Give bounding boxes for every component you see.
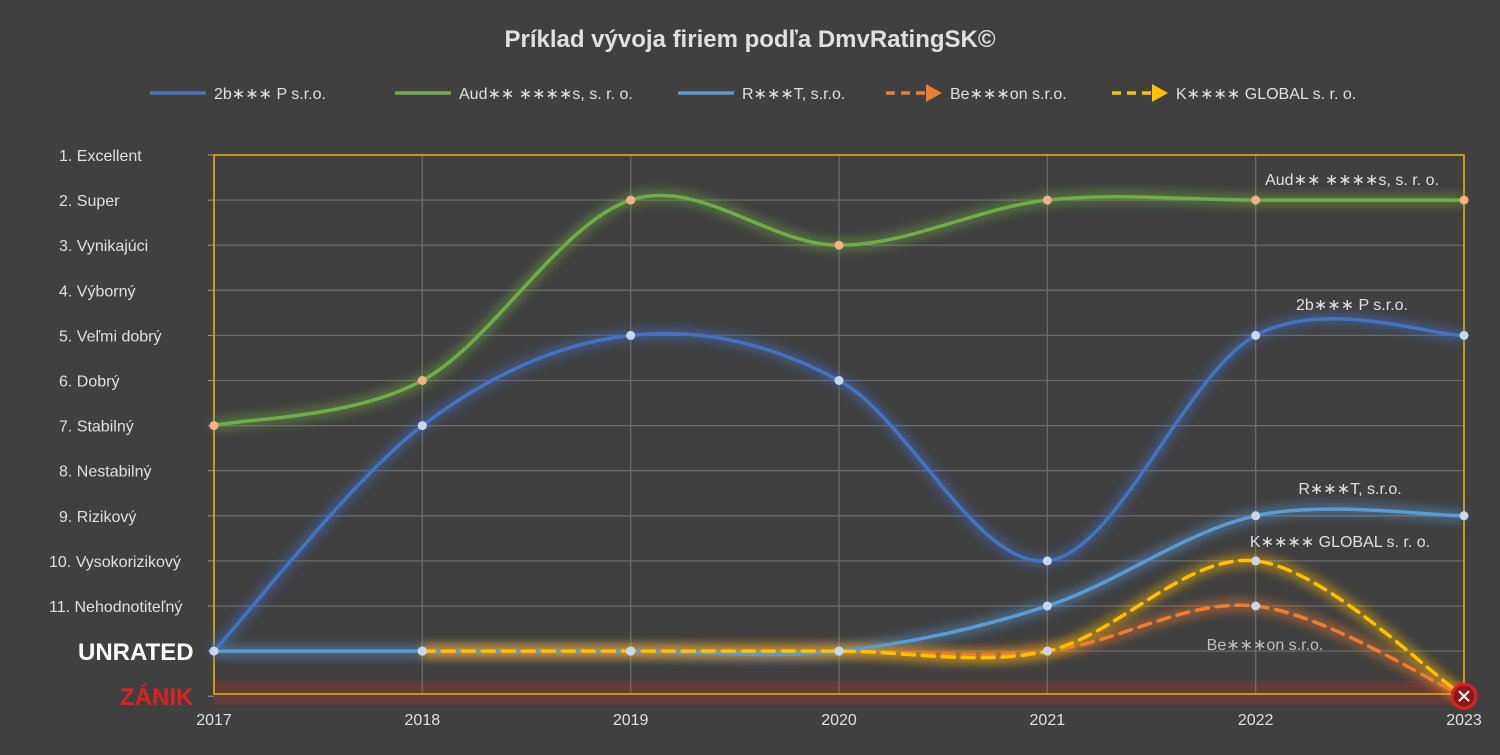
legend-item: K∗∗∗∗ GLOBAL s. r. o. (1112, 84, 1356, 103)
chart-title: Príklad vývoja firiem podľa DmvRatingSK© (504, 26, 995, 53)
y-tick-label: ZÁNIK (120, 683, 194, 711)
legend-label: Be∗∗∗on s.r.o. (950, 86, 1067, 103)
y-axis-labels: 1. Excellent 2. Super 3. Vynikajúci 4. Výbo… (49, 148, 194, 711)
series-end-label: Aud∗∗ ∗∗∗∗s, s. r. o. (1265, 172, 1439, 189)
x-tick-label: 2017 (196, 712, 232, 729)
data-point (834, 646, 844, 656)
series-end-labels: 2b∗∗∗ P s.r.o. Aud∗∗ ∗∗∗∗s, s. r. o. R∗∗∗T… (1207, 172, 1439, 654)
data-point (1042, 195, 1052, 205)
data-point (209, 421, 219, 431)
series-line (420, 558, 1466, 698)
x-tick-label: 2021 (1030, 712, 1066, 729)
y-tick-label: 7. Stabilný (59, 419, 134, 436)
legend-item: R∗∗∗T, s.r.o. (678, 86, 845, 103)
data-point (626, 195, 636, 205)
series-end-label: K∗∗∗∗ GLOBAL s. r. o. (1250, 534, 1430, 551)
data-point (1459, 195, 1469, 205)
x-tick-label: 2018 (405, 712, 441, 729)
data-point (1459, 511, 1469, 521)
data-point (417, 421, 427, 431)
x-axis-labels: 2017 2018 2019 2020 2021 2022 2023 (196, 712, 1482, 729)
data-point (1042, 601, 1052, 611)
data-point (1251, 330, 1261, 340)
data-point (209, 646, 219, 656)
x-tick-label: 2019 (613, 712, 649, 729)
y-tick-label: 5. Veľmi dobrý (59, 328, 162, 345)
x-tick-label: 2022 (1238, 712, 1274, 729)
data-point (1459, 330, 1469, 340)
zanik-end-marker (1450, 682, 1478, 710)
y-tick-label: 8. Nestabilný (59, 464, 152, 481)
legend-label: R∗∗∗T, s.r.o. (742, 86, 845, 103)
y-tick-label: 10. Vysokorizikový (49, 554, 181, 571)
data-point (834, 376, 844, 385)
y-tick-label: 2. Super (59, 193, 120, 210)
x-tick-label: 2020 (821, 712, 857, 729)
chart-legend: 2b∗∗∗ P s.r.o. Aud∗∗ ∗∗∗∗s, s. r. o. R∗∗∗T… (150, 84, 1356, 103)
data-point (417, 376, 427, 385)
data-point (417, 646, 427, 656)
y-tick-label: 4. Výborný (59, 283, 135, 300)
data-point (1251, 601, 1261, 611)
legend-label: Aud∗∗ ∗∗∗∗s, s. r. o. (459, 86, 633, 103)
legend-item: Be∗∗∗on s.r.o. (886, 84, 1067, 103)
series-end-label: Be∗∗∗on s.r.o. (1207, 637, 1324, 654)
series-points (209, 195, 1469, 701)
arrow-head-icon (926, 84, 942, 102)
y-tick-label: 3. Vynikajúci (59, 238, 148, 255)
legend-label: 2b∗∗∗ P s.r.o. (214, 86, 326, 103)
legend-item: 2b∗∗∗ P s.r.o. (150, 86, 326, 103)
data-point (1251, 195, 1261, 205)
y-tick-label: 9. Rizikový (59, 509, 136, 526)
y-tick-label: 11. Nehodnotiteľný (49, 599, 182, 616)
legend-item: Aud∗∗ ∗∗∗∗s, s. r. o. (395, 86, 633, 103)
series-end-label: 2b∗∗∗ P s.r.o. (1296, 297, 1408, 314)
close-icon-stroke (1458, 690, 1470, 702)
series-end-label: R∗∗∗T, s.r.o. (1298, 481, 1401, 498)
data-point (1042, 646, 1052, 656)
arrow-head-icon (1152, 84, 1168, 102)
data-point (1042, 556, 1052, 566)
x-tick-label: 2023 (1446, 712, 1482, 729)
data-point (834, 240, 844, 250)
y-tick-label: 6. Dobrý (59, 374, 119, 391)
legend-label: K∗∗∗∗ GLOBAL s. r. o. (1176, 86, 1356, 103)
y-tick-label: UNRATED (78, 639, 194, 666)
data-point (1251, 556, 1261, 566)
data-point (626, 330, 636, 340)
y-tick-label: 1. Excellent (59, 148, 142, 165)
data-point (1251, 511, 1261, 521)
data-point (626, 646, 636, 656)
